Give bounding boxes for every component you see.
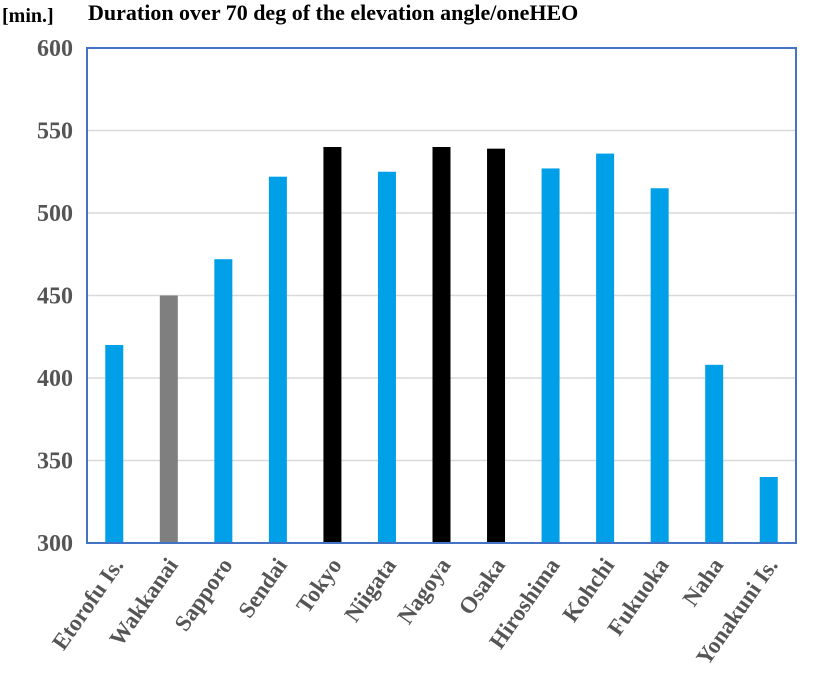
- y-tick-label: 500: [37, 201, 73, 227]
- bar-wakkanai: [159, 295, 178, 543]
- bar-yonakuni-is: [759, 477, 778, 543]
- bar-fukuoka: [650, 188, 669, 543]
- bar-etorofu-is: [105, 345, 124, 543]
- x-tick-label: Tokyo: [291, 554, 346, 618]
- y-axis-ticks: 300 350 400 450 500 550 600: [37, 36, 73, 557]
- chart-title: Duration over 70 deg of the elevation an…: [88, 0, 578, 25]
- plot-frame: [86, 47, 797, 544]
- bar-tokyo: [323, 147, 342, 543]
- x-tick-label: Niigata: [340, 553, 402, 626]
- bars: [105, 147, 778, 543]
- bar-naha: [705, 364, 724, 543]
- y-tick-label: 350: [37, 449, 73, 475]
- x-tick-label: Osaka: [454, 553, 511, 619]
- bar-kohchi: [596, 153, 615, 543]
- x-tick-label: Sendai: [233, 553, 292, 622]
- y-tick-label: 400: [37, 366, 73, 392]
- y-tick-label: 550: [37, 119, 73, 145]
- bar-sendai: [268, 176, 287, 543]
- y-tick-label: 300: [37, 531, 73, 557]
- bar-hiroshima: [541, 168, 560, 543]
- bar-osaka: [487, 148, 506, 543]
- x-tick-label: Naha: [678, 553, 729, 611]
- y-tick-label: 450: [37, 284, 73, 310]
- bar-sapporo: [214, 259, 233, 543]
- bar-niigata: [377, 171, 396, 543]
- bar-nagoya: [432, 147, 451, 543]
- x-tick-label: Nagoya: [393, 553, 456, 628]
- y-tick-label: 600: [37, 36, 73, 62]
- y-axis-unit-label: [min.]: [2, 5, 54, 27]
